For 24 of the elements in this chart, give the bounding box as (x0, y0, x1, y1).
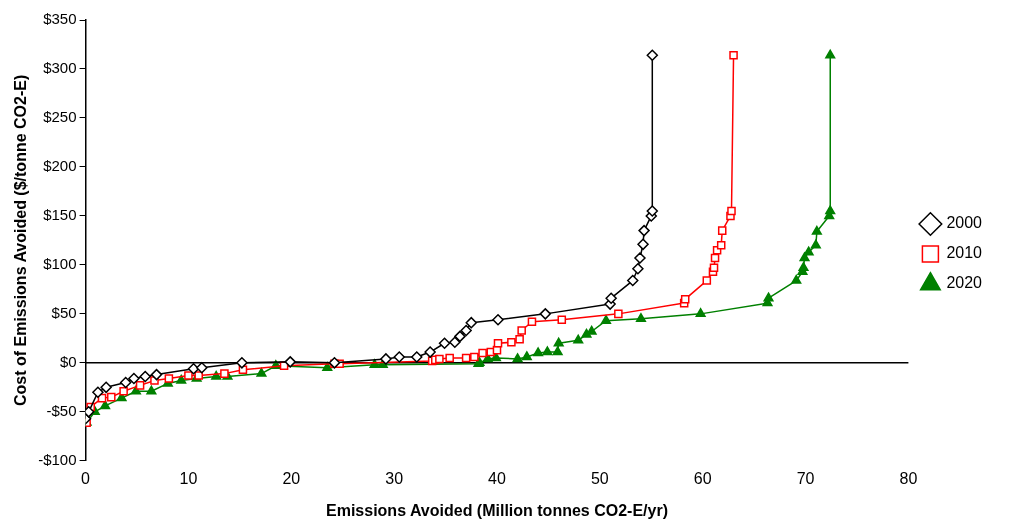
y-tick-label: $250 (43, 108, 77, 126)
y-axis-title: Cost of Emissions Avoided ($/tonne CO2-E) (12, 74, 30, 407)
x-tick-label: 10 (179, 469, 198, 487)
y-tick-label: $100 (43, 255, 77, 273)
x-tick-label: 60 (693, 469, 712, 487)
y-tick-label: $350 (43, 10, 77, 28)
x-tick-label: 40 (488, 469, 506, 487)
x-tick-label: 0 (81, 469, 91, 487)
y-tick-label: $200 (43, 157, 77, 175)
legend-label: 2000 (946, 214, 983, 232)
x-tick-label: 30 (385, 469, 404, 487)
x-tick-label: 50 (590, 469, 609, 487)
y-tick-label: $150 (43, 206, 77, 224)
y-tick-label: -$50 (46, 401, 77, 419)
y-tick-label: $300 (43, 59, 77, 77)
legend-label: 2010 (946, 244, 983, 262)
x-axis-title: Emissions Avoided (Million tonnes CO2-E/yr) (326, 502, 668, 520)
legend-label: 2020 (946, 274, 983, 292)
x-tick-label: 80 (899, 469, 918, 487)
y-tick-label: $0 (59, 352, 77, 370)
y-tick-label: $50 (51, 304, 77, 322)
x-tick-label: 70 (796, 469, 815, 487)
x-tick-label: 20 (282, 469, 301, 487)
y-tick-label: -$100 (38, 450, 77, 468)
